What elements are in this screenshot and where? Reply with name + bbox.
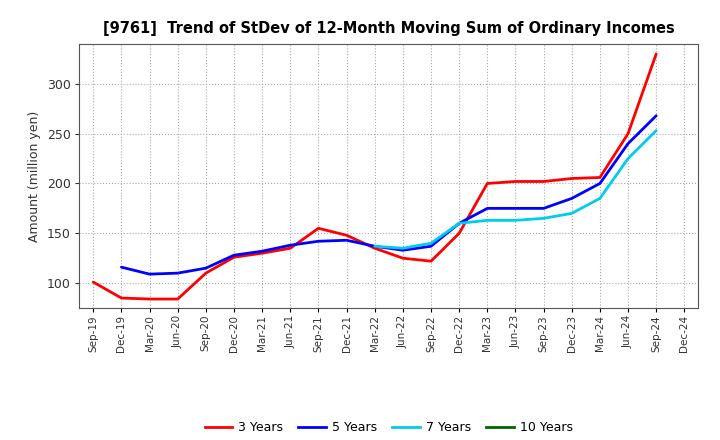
Line: 5 Years: 5 Years xyxy=(122,116,656,274)
5 Years xyxy=(117,264,126,270)
7 Years xyxy=(427,241,436,246)
5 Years xyxy=(567,196,576,201)
5 Years xyxy=(511,206,520,211)
7 Years xyxy=(511,218,520,223)
5 Years xyxy=(342,238,351,243)
3 Years xyxy=(314,226,323,231)
3 Years xyxy=(342,233,351,238)
5 Years xyxy=(230,253,238,258)
3 Years xyxy=(230,255,238,260)
3 Years xyxy=(455,231,464,236)
Y-axis label: Amount (million yen): Amount (million yen) xyxy=(28,110,42,242)
5 Years xyxy=(455,221,464,226)
7 Years xyxy=(399,246,408,251)
5 Years xyxy=(652,113,660,118)
3 Years xyxy=(511,179,520,184)
7 Years xyxy=(483,218,492,223)
3 Years xyxy=(89,279,98,285)
5 Years xyxy=(286,242,294,248)
Line: 7 Years: 7 Years xyxy=(374,131,656,248)
5 Years xyxy=(145,271,154,277)
5 Years xyxy=(483,206,492,211)
5 Years xyxy=(202,265,210,271)
5 Years xyxy=(258,249,266,254)
7 Years xyxy=(595,196,604,201)
5 Years xyxy=(399,248,408,253)
7 Years xyxy=(370,244,379,249)
3 Years xyxy=(399,256,408,261)
5 Years xyxy=(314,238,323,244)
7 Years xyxy=(455,221,464,226)
7 Years xyxy=(539,216,548,221)
3 Years xyxy=(483,181,492,186)
3 Years xyxy=(595,175,604,180)
3 Years xyxy=(258,250,266,256)
7 Years xyxy=(567,211,576,216)
3 Years xyxy=(652,51,660,57)
5 Years xyxy=(427,244,436,249)
3 Years xyxy=(539,179,548,184)
3 Years xyxy=(427,259,436,264)
3 Years xyxy=(567,176,576,181)
5 Years xyxy=(595,181,604,186)
Line: 3 Years: 3 Years xyxy=(94,54,656,299)
3 Years xyxy=(370,246,379,251)
5 Years xyxy=(624,141,632,146)
3 Years xyxy=(145,297,154,302)
3 Years xyxy=(624,131,632,136)
Legend: 3 Years, 5 Years, 7 Years, 10 Years: 3 Years, 5 Years, 7 Years, 10 Years xyxy=(199,416,578,439)
5 Years xyxy=(370,244,379,249)
7 Years xyxy=(624,156,632,161)
5 Years xyxy=(174,271,182,276)
7 Years xyxy=(652,128,660,133)
Title: [9761]  Trend of StDev of 12-Month Moving Sum of Ordinary Incomes: [9761] Trend of StDev of 12-Month Moving… xyxy=(103,21,675,36)
3 Years xyxy=(202,271,210,276)
3 Years xyxy=(117,295,126,301)
3 Years xyxy=(286,246,294,251)
5 Years xyxy=(539,206,548,211)
3 Years xyxy=(174,297,182,302)
